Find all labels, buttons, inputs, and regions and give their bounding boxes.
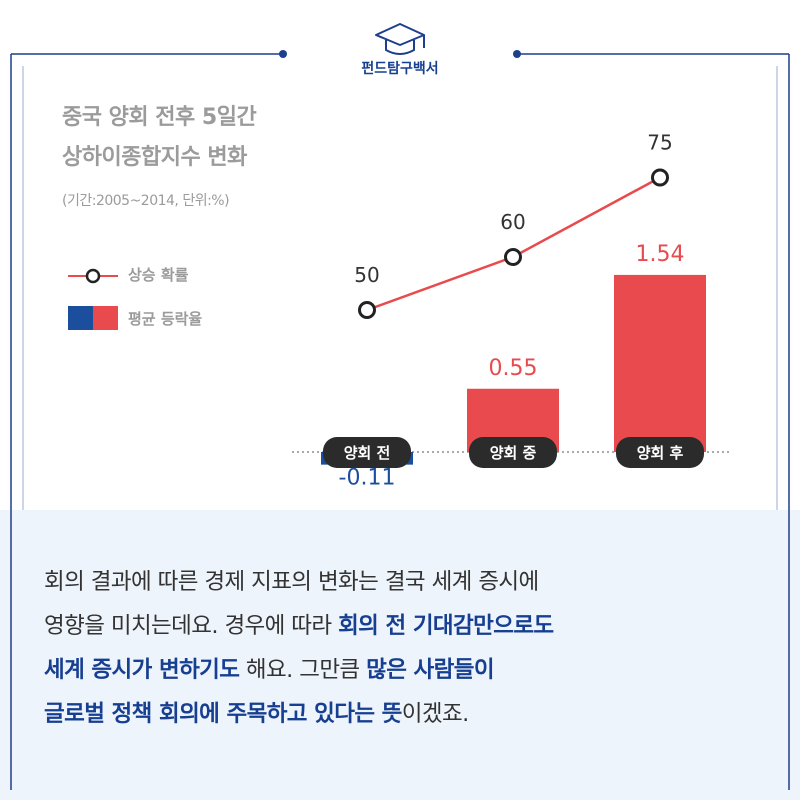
brand-name: 펀드탐구백서 [361, 61, 439, 77]
body-highlight-text: 세계 증시가 변하기도 [44, 657, 240, 683]
chart-title-line-1: 중국 양회 전후 5일간 [62, 105, 257, 130]
category-pill-0 [323, 437, 411, 468]
body-highlight-text: 많은 사람들이 [366, 657, 494, 683]
category-label-2: 양회 후 [637, 444, 684, 462]
graduation-cap-icon [375, 23, 425, 55]
body-text-segment: 이겠죠. [401, 701, 469, 727]
category-pill-2 [616, 437, 704, 468]
body-highlight-text: 회의 전 기대감만으로도 [338, 613, 554, 639]
line-point-1 [504, 248, 522, 266]
body-text-segment: 해요. 그만큼 [239, 657, 367, 683]
bottom-panel [0, 510, 800, 800]
legend-line-marker [68, 268, 118, 284]
line-value-label-0: 50 [354, 263, 379, 287]
legend-label-average-change: 평균 등락율 [128, 310, 203, 328]
bar-value-label-0: -0.11 [339, 466, 396, 491]
category-label-1: 양회 중 [490, 444, 537, 462]
line-point-2 [651, 168, 669, 187]
category-pill-1 [469, 437, 557, 468]
line-value-label-2: 75 [647, 131, 672, 155]
body-highlight-text: 글로벌 정책 회의에 주목하고 있다는 뜻 [44, 701, 402, 727]
frame [10, 50, 790, 790]
bar-2 [614, 274, 706, 452]
bar-value-label-2: 1.54 [636, 242, 685, 267]
line-value-label-1: 60 [500, 210, 525, 234]
category-label-0: 양회 전 [344, 444, 391, 462]
body-text-segment: 영향을 미치는데요. 경우에 따라 [44, 613, 339, 639]
chart-subtitle: (기간:2005~2014, 단위:%) [62, 193, 230, 209]
chart-title-line-2: 상하이종합지수 변화 [62, 145, 247, 170]
body-text-segment: 회의 결과에 따른 경제 지표의 변화는 결국 세계 증시에 [44, 569, 539, 595]
chart-title: 중국 양회 전후 5일간 상하이종합지수 변화 [62, 98, 257, 178]
bar-value-label-1: 0.55 [489, 356, 538, 381]
legend-bar-marker [68, 306, 118, 330]
line-point-0 [358, 301, 376, 319]
legend-label-rise-probability: 상승 확률 [128, 266, 189, 284]
